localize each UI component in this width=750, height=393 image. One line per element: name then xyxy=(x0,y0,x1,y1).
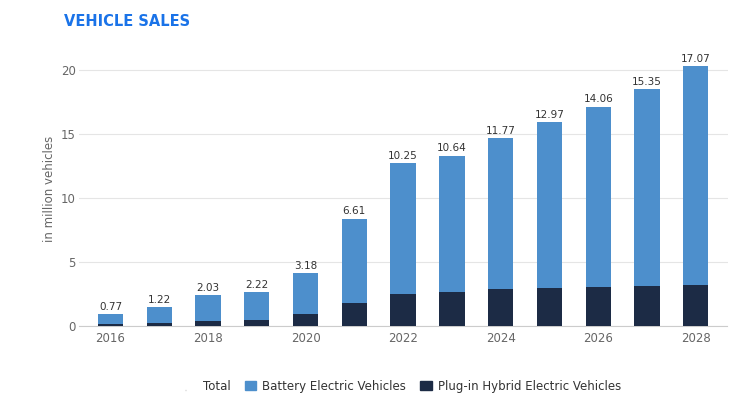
Bar xyxy=(146,307,172,323)
Bar xyxy=(391,294,416,326)
Bar xyxy=(683,66,709,285)
Legend: Total, Battery Electric Vehicles, Plug-in Hybrid Electric Vehicles: Total, Battery Electric Vehicles, Plug-i… xyxy=(180,375,626,393)
Text: VEHICLE SALES: VEHICLE SALES xyxy=(64,14,190,29)
Text: 11.77: 11.77 xyxy=(486,126,515,136)
Bar xyxy=(293,314,318,326)
Bar xyxy=(683,285,709,326)
Bar xyxy=(440,156,464,292)
Text: 10.25: 10.25 xyxy=(388,151,418,161)
Text: 1.22: 1.22 xyxy=(148,295,171,305)
Text: 12.97: 12.97 xyxy=(535,110,565,119)
Text: 2.03: 2.03 xyxy=(196,283,220,293)
Bar xyxy=(98,324,123,326)
Bar xyxy=(488,289,513,326)
Text: 15.35: 15.35 xyxy=(632,77,662,87)
Bar xyxy=(586,107,611,286)
Text: 2.22: 2.22 xyxy=(245,280,268,290)
Bar xyxy=(586,286,611,326)
Bar xyxy=(244,320,269,326)
Bar xyxy=(440,292,464,326)
Text: 14.06: 14.06 xyxy=(584,94,613,104)
Bar xyxy=(391,163,416,294)
Text: 10.64: 10.64 xyxy=(437,143,466,153)
Bar xyxy=(98,314,123,324)
Bar xyxy=(342,219,367,303)
Bar xyxy=(342,303,367,326)
Text: 0.77: 0.77 xyxy=(99,302,122,312)
Bar xyxy=(537,122,562,288)
Bar xyxy=(537,288,562,326)
Bar xyxy=(195,321,220,326)
Bar xyxy=(244,292,269,320)
Text: 17.07: 17.07 xyxy=(681,54,711,64)
Bar xyxy=(634,286,660,326)
Y-axis label: in million vehicles: in million vehicles xyxy=(43,136,56,242)
Text: 6.61: 6.61 xyxy=(343,206,366,216)
Bar xyxy=(293,274,318,314)
Bar xyxy=(146,323,172,326)
Bar xyxy=(488,138,513,289)
Bar xyxy=(195,296,220,321)
Bar xyxy=(634,90,660,286)
Text: 3.18: 3.18 xyxy=(294,261,317,271)
